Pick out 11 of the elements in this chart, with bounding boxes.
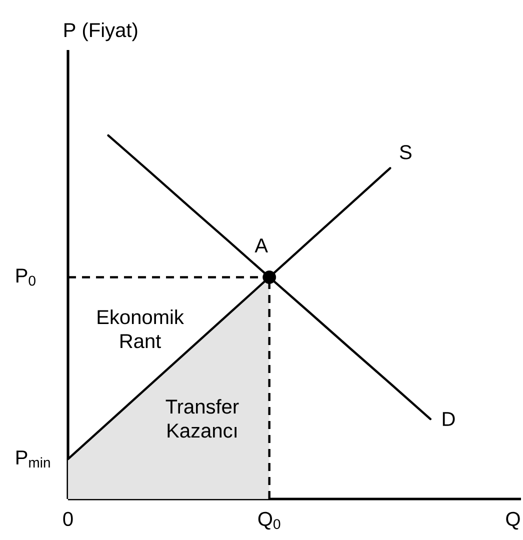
annotation: Ekonomik Rant xyxy=(98,309,184,348)
x-tick-label: Q$_{0}$ xyxy=(258,512,280,530)
annotation: A xyxy=(254,238,268,252)
series-label: Transfer Kazancı xyxy=(166,399,239,438)
y-axis-title: P (Fiyat) xyxy=(64,22,138,42)
ref-line-label: P$_{0}$ xyxy=(16,268,36,286)
annotation: P$_{min}$ xyxy=(16,450,50,468)
x-tick-label: 0 xyxy=(63,512,73,526)
series-label: D xyxy=(442,412,455,426)
series-label: S xyxy=(400,145,412,160)
x-axis-title: Q xyxy=(506,512,520,530)
